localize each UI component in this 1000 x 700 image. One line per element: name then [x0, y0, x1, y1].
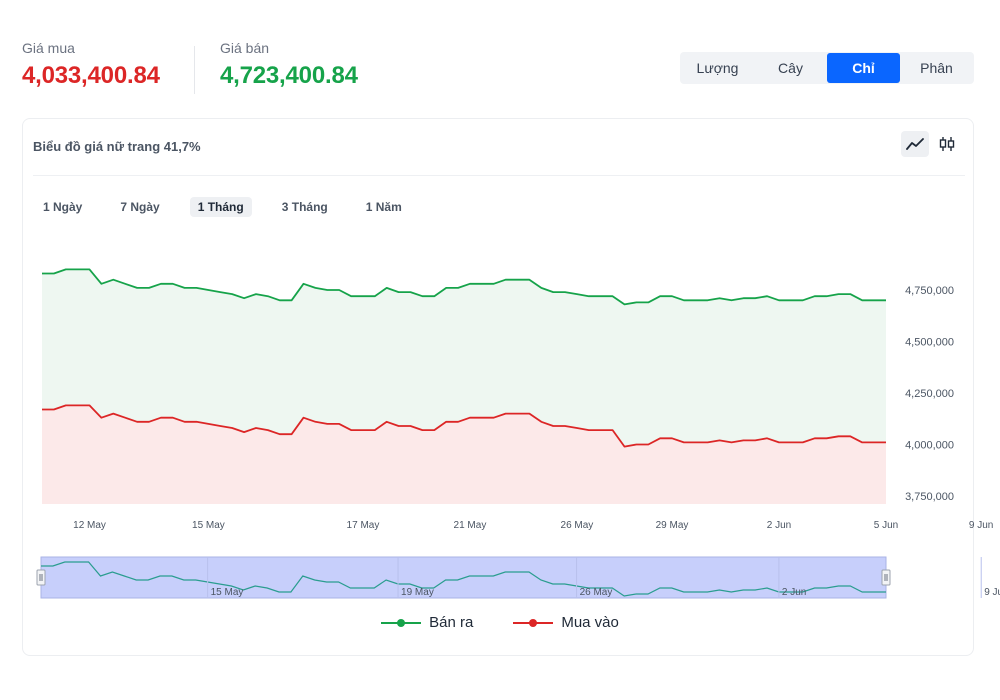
navigator-left-handle[interactable] [36, 569, 46, 586]
buy-area [42, 405, 886, 504]
x-tick-label: 9 Jun [969, 520, 993, 531]
candlestick-icon [939, 137, 955, 151]
range-tab-1-year[interactable]: 1 Năm [365, 200, 402, 214]
unit-tab-luong[interactable]: Lượng [696, 60, 739, 76]
x-tick-label: 17 May [347, 520, 380, 531]
buy-price-block: Giá mua 4,033,400.84 [22, 40, 160, 90]
x-tick-label: 29 May [656, 520, 689, 531]
unit-tab-phan[interactable]: Phân [920, 60, 953, 76]
y-tick-label: 4,750,000 [905, 285, 954, 297]
legend-item-buy[interactable]: Mua vào [513, 614, 619, 631]
view-toggle [901, 131, 961, 157]
navigator-tick-label: 26 May [580, 587, 613, 598]
chart-legend: Bán ra Mua vào [0, 614, 1000, 631]
range-tab-1-month[interactable]: 1 Tháng [189, 197, 252, 217]
navigator-tick-label: 9 Jun [984, 587, 1000, 598]
range-tab-7-days[interactable]: 7 Ngày [120, 200, 160, 214]
sell-price-block: Giá bán 4,723,400.84 [220, 40, 358, 90]
series-line-mua-vao [42, 404, 886, 448]
x-tick-label: 15 May [192, 520, 225, 531]
y-tick-label: 4,500,000 [905, 337, 954, 349]
legend-item-sell[interactable]: Bán ra [381, 614, 473, 631]
chart-title: Biểu đồ giá nữ trang 41,7% [33, 139, 201, 154]
unit-tab-chi[interactable]: Chỉ [827, 53, 900, 83]
unit-tab-cay[interactable]: Cây [778, 60, 803, 76]
header-divider [194, 46, 195, 94]
x-tick-label: 12 May [73, 520, 106, 531]
card-separator [33, 175, 965, 176]
navigator-tick-label: 15 May [211, 587, 244, 598]
x-tick-label: 2 Jun [767, 520, 791, 531]
y-tick-label: 4,250,000 [905, 388, 954, 400]
y-tick-label: 3,750,000 [905, 491, 954, 503]
range-tab-1-day[interactable]: 1 Ngày [43, 200, 83, 214]
buy-price-label: Giá mua [22, 40, 75, 56]
range-tab-3-months[interactable]: 3 Tháng [281, 200, 328, 214]
legend-buy-label: Mua vào [561, 614, 619, 631]
navigator-series-line [41, 561, 886, 597]
navigator-tick-label: 2 Jun [782, 587, 806, 598]
x-tick-label: 5 Jun [874, 520, 898, 531]
line-view-button[interactable] [901, 131, 929, 157]
sell-price-value: 4,723,400.84 [220, 62, 358, 89]
x-tick-label: 21 May [454, 520, 487, 531]
unit-tabs: Lượng Cây Chỉ Phân [680, 52, 974, 84]
x-tick-label: 26 May [561, 520, 594, 531]
range-tabs: 1 Ngày 7 Ngày 1 Tháng 3 Tháng 1 Năm [35, 197, 426, 217]
candle-view-button[interactable] [933, 131, 961, 157]
line-chart-icon [906, 138, 924, 150]
buy-price-value: 4,033,400.84 [22, 62, 160, 89]
legend-sell-label: Bán ra [429, 614, 474, 631]
y-tick-label: 4,000,000 [905, 440, 954, 452]
sell-price-label: Giá bán [220, 40, 270, 56]
navigator-right-handle[interactable] [881, 569, 891, 586]
legend-sell-marker [381, 618, 422, 627]
legend-buy-marker [513, 618, 554, 627]
navigator-tick-label: 19 May [401, 587, 434, 598]
series-line-ban-ra [42, 268, 886, 306]
